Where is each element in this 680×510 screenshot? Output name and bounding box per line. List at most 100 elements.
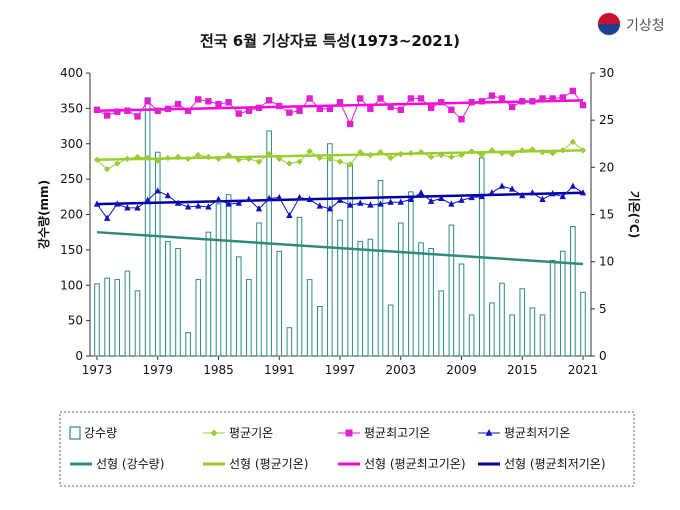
point-square-2009	[458, 116, 465, 123]
point-diamond-1991	[276, 155, 283, 163]
bar-1998	[347, 163, 353, 357]
point-diamond-2017	[539, 149, 546, 156]
point-triangle-2005	[417, 189, 425, 196]
point-square-2002	[387, 103, 394, 111]
point-square-2011	[478, 98, 485, 105]
point-square-1990	[265, 97, 273, 104]
y-right-tick-label: 30	[599, 66, 614, 80]
bar-1984	[205, 231, 212, 357]
bar-1997	[337, 219, 343, 357]
point-square-1983	[195, 96, 202, 103]
x-tick-label: 2021	[568, 363, 599, 377]
point-diamond-1992	[286, 160, 293, 167]
point-square-1994	[306, 95, 313, 102]
point-triangle-2003	[397, 198, 404, 205]
point-triangle-1991	[276, 193, 283, 201]
point-diamond-1994	[306, 148, 313, 155]
x-tick-label: 2009	[446, 363, 477, 377]
point-diamond-2012	[488, 147, 496, 154]
point-diamond-2016	[529, 146, 536, 153]
bar-1975	[114, 279, 121, 357]
point-triangle-2015	[519, 191, 526, 199]
point-triangle-2009	[458, 196, 465, 203]
point-diamond-1983	[195, 151, 202, 159]
point-triangle-1992	[286, 211, 293, 219]
point-square-1977	[134, 113, 141, 120]
point-triangle-1995	[316, 202, 323, 209]
bar-2013	[499, 282, 505, 357]
point-diamond-1990	[265, 150, 273, 158]
point-triangle-1990	[265, 194, 273, 202]
bar-1987	[235, 256, 242, 357]
point-triangle-2017	[539, 195, 546, 202]
bar-1974	[104, 277, 110, 357]
legend-label: 강수량	[84, 426, 117, 440]
y-left-tick-label: 300	[60, 137, 83, 151]
point-square-2005	[417, 95, 425, 102]
point-diamond-1977	[134, 153, 141, 161]
point-triangle-1997	[336, 196, 344, 203]
bar-1983	[195, 279, 202, 357]
point-square-1997	[336, 99, 344, 106]
point-square-1991	[276, 102, 283, 110]
point-triangle-1975	[114, 200, 121, 207]
point-diamond-1995	[316, 154, 323, 162]
point-triangle-1998	[346, 201, 354, 208]
bar-1978	[144, 97, 151, 357]
point-square-1984	[205, 98, 212, 105]
bar-2010	[468, 314, 475, 357]
point-square-2010	[468, 99, 475, 106]
plot-area: 0 50 100 150 200 250 300 350 400 0 5 10 15 20 25 30 1973…	[37, 66, 642, 377]
point-diamond-2019	[559, 147, 566, 154]
logo-text: 기상청	[626, 18, 665, 34]
point-square-1981	[174, 100, 182, 108]
point-diamond-1999	[357, 149, 364, 156]
point-triangle-1978	[144, 196, 151, 203]
point-diamond-1986	[225, 151, 232, 159]
point-square-1999	[357, 95, 364, 102]
point-triangle-1993	[296, 193, 303, 201]
point-square-2018	[549, 95, 556, 102]
point-diamond-2011	[478, 151, 485, 159]
bar-2007	[438, 290, 445, 357]
point-square-2000	[367, 105, 374, 113]
bar-2015	[519, 288, 526, 357]
bar-2019	[559, 250, 566, 357]
bar-2000	[367, 238, 374, 357]
logo-emblem-bottom	[598, 24, 620, 35]
point-triangle-2016	[529, 189, 536, 196]
point-diamond-2003	[397, 150, 404, 158]
point-diamond-1974	[103, 166, 111, 173]
bar-2005	[418, 242, 424, 357]
point-square-2015	[519, 98, 526, 105]
point-diamond-2021	[579, 147, 587, 154]
bar-2009	[458, 263, 465, 357]
x-tick-label: 2003	[385, 363, 416, 377]
logo: 기상청	[597, 12, 665, 36]
point-diamond-2015	[519, 147, 526, 154]
legend-label: 평균최저기온	[504, 426, 570, 440]
point-square-1982	[184, 107, 192, 114]
point-triangle-2006	[427, 197, 435, 204]
point-square-2013	[498, 95, 506, 102]
bar-1995	[316, 305, 323, 357]
bar-1999	[357, 240, 364, 357]
point-diamond-2014	[508, 150, 516, 158]
legend-label: 평균기온	[229, 426, 273, 440]
point-triangle-1996	[326, 205, 334, 212]
bar-2012	[489, 302, 495, 357]
bar-2002	[387, 304, 394, 357]
point-diamond-1984	[205, 153, 212, 161]
point-diamond-1981	[174, 153, 182, 161]
point-square-1974	[103, 112, 111, 119]
logo-emblem-top	[598, 13, 620, 24]
x-tick-label: 1973	[82, 363, 113, 377]
point-triangle-1986	[225, 200, 232, 207]
point-square-1985	[215, 100, 222, 108]
bar-2003	[397, 222, 404, 357]
point-diamond-1996	[326, 155, 334, 163]
point-triangle-1980	[164, 191, 172, 199]
bar-1979	[154, 151, 161, 357]
point-triangle-2002	[387, 198, 394, 205]
